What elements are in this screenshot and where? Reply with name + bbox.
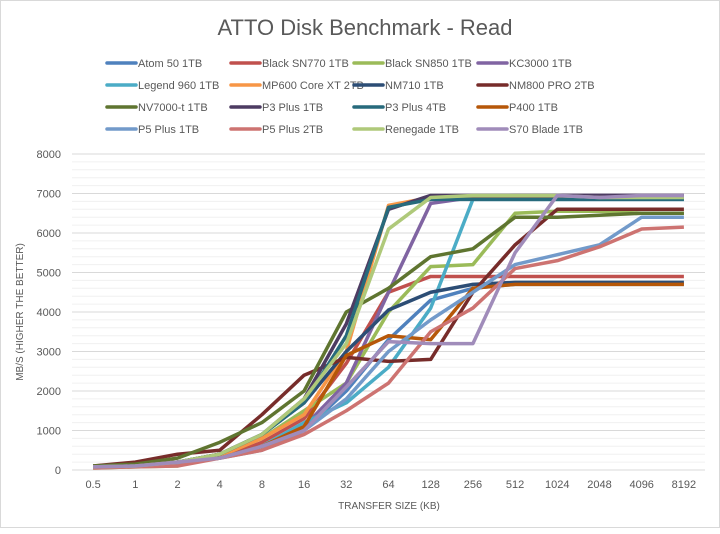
legend-label: NM800 PRO 2TB bbox=[509, 80, 595, 92]
legend-label: MP600 Core XT 2TB bbox=[262, 80, 364, 92]
y-tick-label: 6000 bbox=[37, 228, 61, 240]
y-axis-label: MB/S (HIGHER THE BETTER) bbox=[15, 243, 26, 381]
legend-item: NM800 PRO 2TB bbox=[478, 80, 595, 92]
series-p5-plus-2tb bbox=[93, 227, 684, 468]
x-axis-label: TRANSFER SIZE (KB) bbox=[338, 501, 440, 512]
x-tick-label: 4 bbox=[217, 479, 223, 491]
x-tick-label: 8 bbox=[259, 479, 265, 491]
series-mp600-core-xt-2tb bbox=[93, 197, 684, 467]
legend-item: Black SN770 1TB bbox=[231, 58, 349, 70]
x-tick-label: 4096 bbox=[629, 479, 653, 491]
series-line bbox=[93, 195, 684, 466]
y-tick-label: 1000 bbox=[37, 426, 61, 438]
x-tick-label: 8192 bbox=[672, 479, 696, 491]
legend-label: P5 Plus 1TB bbox=[138, 124, 199, 136]
legend: Atom 50 1TB Black SN770 1TB Black SN850 1T… bbox=[107, 58, 595, 136]
legend-label: NV7000-t 1TB bbox=[138, 102, 208, 114]
series-lines bbox=[93, 195, 684, 468]
y-tick-label: 0 bbox=[55, 465, 61, 477]
x-tick-label: 32 bbox=[340, 479, 352, 491]
y-tick-label: 5000 bbox=[37, 268, 61, 280]
legend-item: P3 Plus 4TB bbox=[354, 102, 446, 114]
y-tick-label: 7000 bbox=[37, 189, 61, 201]
legend-item: P400 1TB bbox=[478, 102, 558, 114]
legend-item: Renegade 1TB bbox=[354, 124, 459, 136]
series-s70-blade-1tb bbox=[93, 195, 684, 467]
legend-label: P400 1TB bbox=[509, 102, 558, 114]
legend-label: Renegade 1TB bbox=[385, 124, 459, 136]
series-line bbox=[93, 197, 684, 466]
series-renegade-1tb bbox=[93, 195, 684, 467]
series-nm710-1tb bbox=[93, 282, 684, 467]
series-line bbox=[93, 195, 684, 466]
legend-label: P3 Plus 1TB bbox=[262, 102, 323, 114]
x-tick-label: 0.5 bbox=[85, 479, 100, 491]
series-line bbox=[93, 199, 684, 466]
legend-label: P5 Plus 2TB bbox=[262, 124, 323, 136]
x-tick-label: 64 bbox=[382, 479, 394, 491]
x-tick-label: 2048 bbox=[587, 479, 611, 491]
legend-item: S70 Blade 1TB bbox=[478, 124, 583, 136]
y-tick-label: 2000 bbox=[37, 386, 61, 398]
legend-label: S70 Blade 1TB bbox=[509, 124, 583, 136]
y-tick-label: 8000 bbox=[37, 149, 61, 161]
legend-item: Legend 960 1TB bbox=[107, 80, 219, 92]
legend-item: NM710 1TB bbox=[354, 80, 444, 92]
legend-label: Black SN770 1TB bbox=[262, 58, 349, 70]
x-tick-label: 1 bbox=[132, 479, 138, 491]
y-tick-label: 3000 bbox=[37, 347, 61, 359]
legend-item: P3 Plus 1TB bbox=[231, 102, 323, 114]
x-tick-label: 2 bbox=[174, 479, 180, 491]
legend-label: NM710 1TB bbox=[385, 80, 444, 92]
legend-label: KC3000 1TB bbox=[509, 58, 572, 70]
legend-item: KC3000 1TB bbox=[478, 58, 572, 70]
chart-title: ATTO Disk Benchmark - Read bbox=[217, 15, 512, 40]
legend-item: Black SN850 1TB bbox=[354, 58, 472, 70]
series-p3-plus-4tb bbox=[93, 199, 684, 467]
series-line bbox=[93, 199, 684, 466]
legend-item: Atom 50 1TB bbox=[107, 58, 202, 70]
legend-item: NV7000-t 1TB bbox=[107, 102, 208, 114]
legend-label: P3 Plus 4TB bbox=[385, 102, 446, 114]
legend-label: Legend 960 1TB bbox=[138, 80, 219, 92]
series-p3-plus-1tb bbox=[93, 195, 684, 467]
x-tick-label: 256 bbox=[464, 479, 482, 491]
x-axis-ticks: 0.5 1 2 4 8 16 32 64 128 256 512 1024 2048 4096 8192 bbox=[85, 479, 696, 491]
legend-label: Black SN850 1TB bbox=[385, 58, 472, 70]
x-tick-label: 1024 bbox=[545, 479, 569, 491]
x-tick-label: 16 bbox=[298, 479, 310, 491]
y-tick-label: 4000 bbox=[37, 307, 61, 319]
series-legend-960-1tb bbox=[93, 199, 684, 467]
series-line bbox=[93, 195, 684, 466]
legend-label: Atom 50 1TB bbox=[138, 58, 202, 70]
legend-item: P5 Plus 2TB bbox=[231, 124, 323, 136]
x-tick-label: 512 bbox=[506, 479, 524, 491]
legend-item: MP600 Core XT 2TB bbox=[231, 80, 364, 92]
series-line bbox=[93, 227, 684, 468]
series-line bbox=[93, 195, 684, 466]
legend-item: P5 Plus 1TB bbox=[107, 124, 199, 136]
series-kc3000-1tb bbox=[93, 195, 684, 467]
x-tick-label: 128 bbox=[422, 479, 440, 491]
y-axis-ticks: 0 1000 2000 3000 4000 5000 6000 7000 8000 bbox=[37, 149, 61, 477]
